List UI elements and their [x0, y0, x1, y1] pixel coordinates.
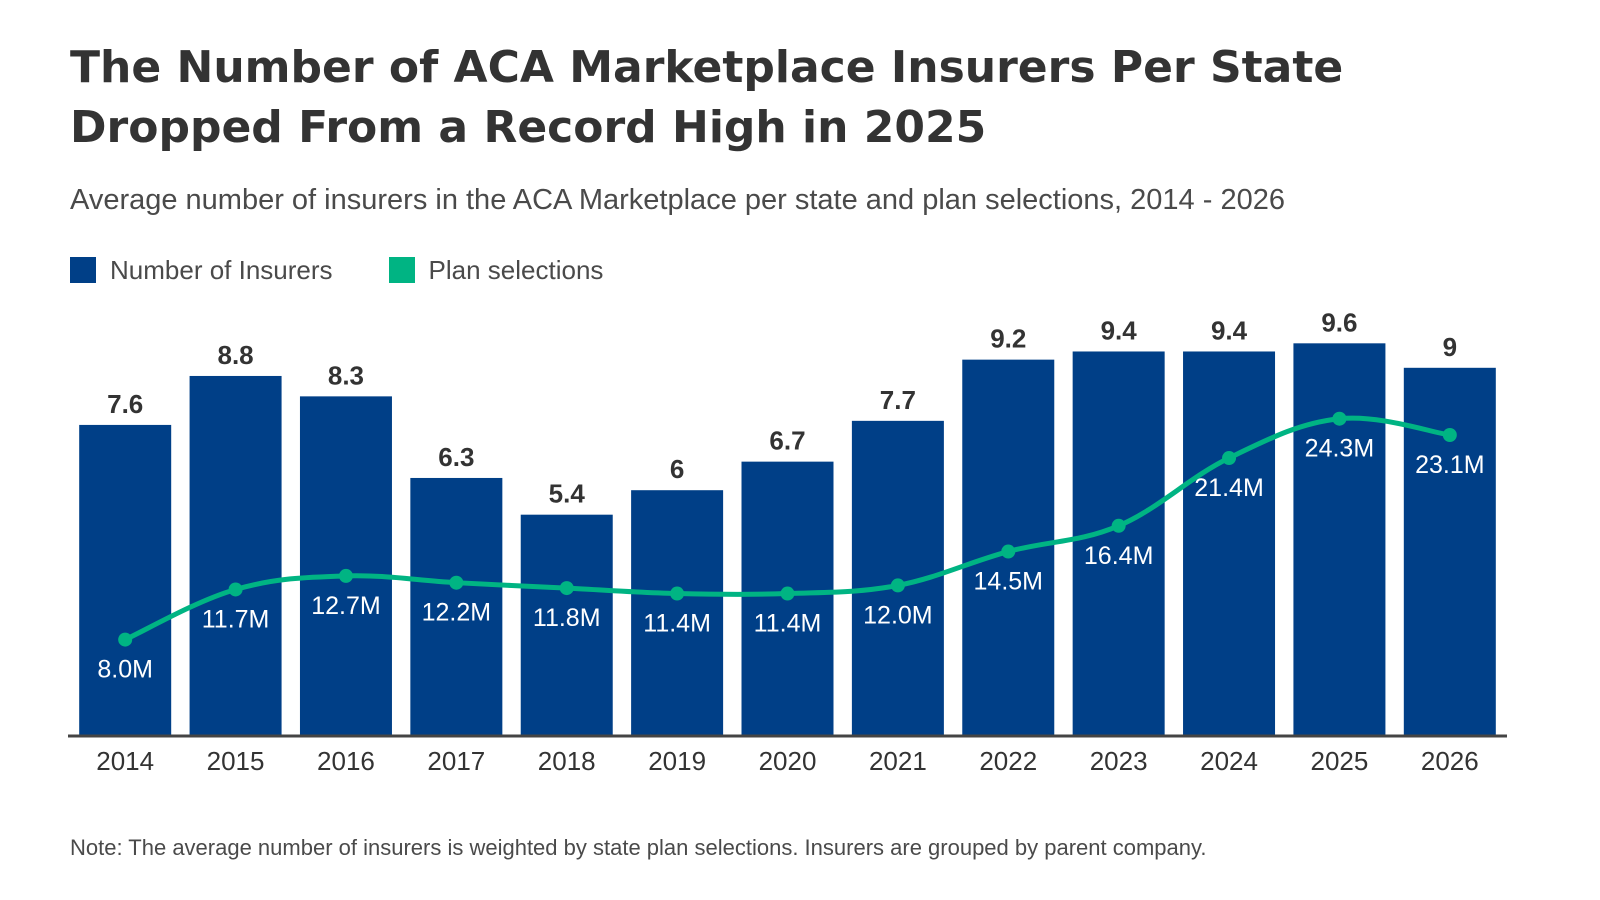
- plan-selections-point-2017: [449, 575, 464, 590]
- plan-selections-point-2019: [670, 586, 685, 601]
- x-tick-label-2019: 2019: [648, 746, 706, 776]
- chart-legend: Number of Insurers Plan selections: [70, 254, 659, 286]
- plan-selections-point-2026: [1442, 427, 1457, 442]
- chart-plot-area: 7.6 8.8 8.3 6.3 5.4 6 6.7 7.7 9.2 9.4 9.4 9.6 9 8.0M…: [68, 307, 1507, 776]
- x-tick-label-2026: 2026: [1421, 746, 1479, 776]
- plan-selections-label-2017: 12.2M: [422, 599, 491, 627]
- x-tick-label-2021: 2021: [869, 746, 927, 776]
- bar-label-2015: 8.8: [217, 340, 253, 370]
- x-tick-label-2015: 2015: [207, 746, 265, 776]
- bar-label-2014: 7.6: [107, 389, 143, 419]
- x-tick-label-2024: 2024: [1200, 746, 1258, 776]
- bar-label-2016: 8.3: [328, 360, 364, 390]
- plan-selections-point-2021: [890, 578, 905, 593]
- bar-label-2021: 7.7: [880, 385, 916, 415]
- legend-item-insurers: Number of Insurers: [70, 255, 333, 286]
- bar-2015: [189, 375, 282, 735]
- x-tick-label-2017: 2017: [427, 746, 485, 776]
- plan-selections-label-2020: 11.4M: [754, 610, 822, 638]
- plan-selections-line-layer: 8.0M 11.7M 12.7M 12.2M 11.8M 11.4M 11.4M 12.0M 1…: [97, 411, 1485, 684]
- plan-selections-label-2025: 24.3M: [1305, 435, 1374, 463]
- x-tick-label-2025: 2025: [1311, 746, 1369, 776]
- bar-label-2018: 5.4: [549, 479, 586, 509]
- plan-selections-label-2015: 11.7M: [202, 605, 270, 633]
- bar-label-2025: 9.6: [1321, 307, 1357, 337]
- plan-selections-label-2016: 12.7M: [311, 592, 380, 620]
- bar-2017: [410, 477, 503, 735]
- bar-2026: [1403, 367, 1496, 735]
- plan-selections-point-2024: [1222, 451, 1237, 466]
- bar-label-2019: 6: [670, 454, 684, 484]
- plan-selections-label-2014: 8.0M: [97, 656, 153, 684]
- x-tick-label-2020: 2020: [759, 746, 817, 776]
- plan-selections-label-2026: 23.1M: [1415, 451, 1484, 479]
- legend-item-plan-selections: Plan selections: [388, 254, 604, 286]
- bar-2018: [520, 514, 613, 735]
- x-tick-label-2023: 2023: [1090, 746, 1148, 776]
- chart-title: The Number of ACA Marketplace Insurers P…: [70, 42, 1344, 153]
- bar-2016: [299, 396, 392, 735]
- plan-selections-point-2015: [228, 582, 243, 597]
- x-tick-label-2014: 2014: [96, 746, 154, 776]
- plan-selections-label-2024: 21.4M: [1194, 474, 1263, 502]
- plan-selections-label-2021: 12.0M: [863, 601, 932, 629]
- bars-layer: 7.6 8.8 8.3 6.3 5.4 6 6.7 7.7 9.2 9.4 9.4 9.6 9: [79, 307, 1496, 735]
- bar-label-2026: 9: [1443, 332, 1457, 362]
- plan-selections-label-2019: 11.4M: [643, 610, 711, 638]
- legend-swatch-plan-selections: [388, 257, 415, 283]
- chart-subtitle: Average number of insurers in the ACA Ma…: [70, 184, 1285, 216]
- x-tick-label-2016: 2016: [317, 746, 375, 776]
- plan-selections-point-2016: [338, 568, 353, 583]
- chart-note: Note: The average number of insurers is …: [70, 835, 1207, 860]
- legend-label-insurers: Number of Insurers: [110, 254, 333, 285]
- plan-selections-point-2023: [1111, 518, 1126, 533]
- plan-selections-point-2014: [118, 632, 133, 647]
- bar-2019: [631, 490, 724, 735]
- bar-2014: [79, 424, 172, 735]
- x-axis: 2014 2015 2016 2017 2018 2019 2020 2021 2022 2023…: [68, 734, 1507, 776]
- bar-2025: [1293, 343, 1386, 735]
- x-tick-label-2022: 2022: [979, 746, 1037, 776]
- bar-label-2020: 6.7: [769, 426, 805, 456]
- plan-selections-point-2018: [559, 581, 574, 596]
- bar-label-2017: 6.3: [438, 442, 474, 472]
- plan-selections-label-2022: 14.5M: [974, 568, 1043, 596]
- plan-selections-label-2023: 16.4M: [1084, 542, 1153, 570]
- legend-swatch-insurers: [70, 257, 96, 283]
- legend-label-plan-selections: Plan selections: [428, 254, 604, 285]
- x-tick-label-2018: 2018: [538, 746, 596, 776]
- bar-2024: [1183, 351, 1276, 735]
- plan-selections-point-2020: [780, 586, 795, 601]
- plan-selections-point-2022: [1001, 544, 1016, 559]
- bar-2023: [1072, 351, 1165, 735]
- bar-label-2024: 9.4: [1211, 315, 1248, 345]
- plan-selections-point-2025: [1332, 411, 1347, 426]
- bar-label-2023: 9.4: [1101, 315, 1138, 345]
- bar-label-2022: 9.2: [990, 324, 1026, 354]
- plan-selections-label-2018: 11.8M: [533, 604, 601, 632]
